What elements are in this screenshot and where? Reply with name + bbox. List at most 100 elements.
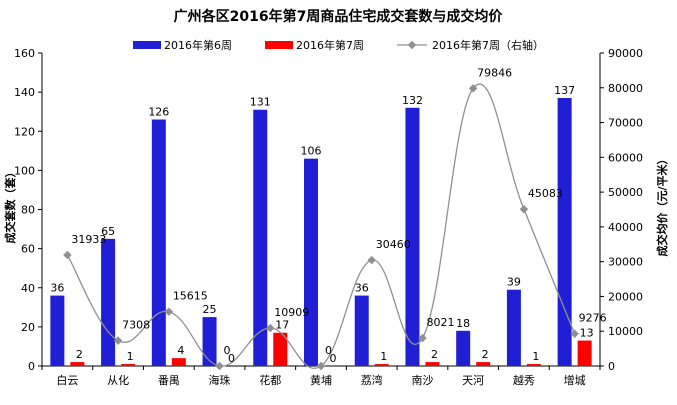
bar-week6-label: 132: [402, 94, 423, 107]
data-labels: 36 2 65 1 126 4 25 0 131 17 106 0 36 1 132 2 18 2 39 1 137 13…: [50, 66, 606, 365]
chart-title: 广州各区2016年第7周商品住宅成交套数与成交均价: [174, 8, 504, 25]
y2-tick-label: 30000: [608, 256, 643, 269]
y2-tick-label: 60000: [608, 151, 643, 164]
y2-tick-label: 70000: [608, 117, 643, 130]
line-point-label: 0: [325, 344, 332, 357]
bar-week7-label: 1: [127, 350, 134, 363]
y-tick-label: 160: [14, 47, 35, 60]
bar-week7-label: 2: [431, 348, 438, 361]
bar-week6-label: 106: [301, 145, 322, 158]
bar-week6: [101, 238, 116, 366]
y2-tick-label: 40000: [608, 221, 643, 234]
bar-week6: [354, 295, 369, 366]
line-point-label: 8021: [426, 316, 454, 329]
line-point-label: 9276: [579, 312, 607, 325]
bar-week7-label: 1: [532, 350, 539, 363]
bar-week7-label: 1: [380, 350, 387, 363]
line-point: [367, 255, 376, 265]
line-point: [215, 361, 224, 371]
y2-tick-label: 90000: [608, 47, 643, 60]
bar-week6: [456, 330, 471, 366]
bar-week6: [202, 317, 217, 366]
bar-week6-label: 36: [50, 282, 64, 295]
x-tick-label: 南沙: [411, 374, 433, 387]
legend-label-week7: 2016年第7周: [296, 38, 364, 52]
bar-week7: [171, 358, 186, 366]
line-point: [164, 307, 174, 316]
bar-week6-label: 39: [507, 276, 521, 289]
bar-week6-label: 137: [554, 84, 575, 97]
line-point: [63, 250, 72, 260]
x-tick-label: 番禺: [158, 374, 180, 387]
y2-tick-label: 20000: [608, 290, 643, 303]
bar-week7-label: 4: [177, 344, 184, 357]
bar-week6: [50, 295, 65, 366]
line-point: [519, 204, 529, 214]
bar-week7: [273, 332, 288, 366]
bar-week6: [151, 119, 166, 366]
line-point-label: 7308: [122, 319, 150, 332]
bar-week6-label: 65: [101, 225, 115, 238]
x-tick-label: 增城: [564, 373, 586, 387]
line-point-label: 79846: [477, 66, 512, 79]
y-tick-label: 140: [14, 86, 35, 99]
bar-week7-label: 17: [275, 319, 289, 332]
y2-tick-label: 50000: [608, 186, 643, 199]
bar-week6-label: 36: [355, 282, 369, 295]
bar-week6: [506, 289, 521, 366]
y-tick-label: 100: [14, 164, 35, 177]
x-tick-label: 越秀: [513, 373, 535, 387]
legend-swatch-week7: [265, 41, 293, 49]
bar-week6-label: 18: [456, 317, 470, 330]
bar-week6: [557, 97, 572, 367]
legend-swatch-marker: [407, 40, 417, 50]
y2-tick-label: 80000: [608, 82, 643, 95]
line-point: [570, 329, 579, 338]
legend: 2016年第6周 2016年第7周 2016年第7周（右轴）: [133, 38, 544, 52]
y-tick-label: 20: [21, 321, 35, 334]
x-tick-label: 海珠: [209, 373, 231, 387]
bar-week6-label: 131: [250, 96, 271, 109]
x-tick-label: 从化: [107, 373, 129, 387]
y2-tick-label: 10000: [608, 325, 643, 338]
line-point: [418, 333, 427, 343]
line-point: [316, 361, 326, 371]
bar-week7: [121, 364, 136, 366]
y-tick-label: 40: [21, 282, 35, 295]
y-tick-label: 60: [21, 243, 35, 256]
bar-week7: [425, 362, 440, 366]
bar-week7-label: 2: [482, 348, 489, 361]
line-point-label: 15615: [173, 290, 208, 303]
axes: 0204060801001201401600100002000030000400…: [14, 47, 643, 387]
bar-week7-label: 13: [580, 327, 594, 340]
x-tick-label: 荔湾: [361, 373, 383, 387]
x-tick-label: 白云: [56, 373, 78, 387]
line-point: [113, 336, 123, 345]
bar-week7-label: 0: [330, 352, 337, 365]
bar-week7: [374, 364, 389, 366]
legend-label-line: 2016年第7周（右轴）: [432, 38, 544, 52]
line-point: [266, 323, 275, 333]
x-tick-label: 天河: [462, 374, 484, 387]
bar-week7-label: 2: [76, 348, 83, 361]
x-tick-label: 黄埔: [310, 373, 332, 387]
y-tick-label: 120: [14, 125, 35, 138]
line-point-label: 45083: [528, 187, 563, 200]
line-point-label: 10909: [274, 306, 309, 319]
bar-week7: [70, 362, 85, 366]
bar-week6-label: 126: [148, 106, 169, 119]
bar-week7-label: 0: [228, 352, 235, 365]
bar-week6: [253, 109, 268, 366]
y2-axis-title: 成交均价（元/平米）: [655, 153, 669, 256]
bar-week7: [577, 340, 592, 366]
y-axis-title: 成交套数（套）: [3, 167, 17, 244]
x-tick-label: 花都: [259, 374, 281, 387]
y2-tick-label: 0: [608, 360, 615, 373]
legend-swatch-week6: [133, 41, 161, 49]
line-point: [468, 84, 478, 93]
y-tick-label: 80: [21, 204, 35, 217]
line-point-label: 0: [224, 344, 231, 357]
legend-label-week6: 2016年第6周: [164, 38, 232, 52]
line-point-label: 31933: [71, 233, 106, 246]
